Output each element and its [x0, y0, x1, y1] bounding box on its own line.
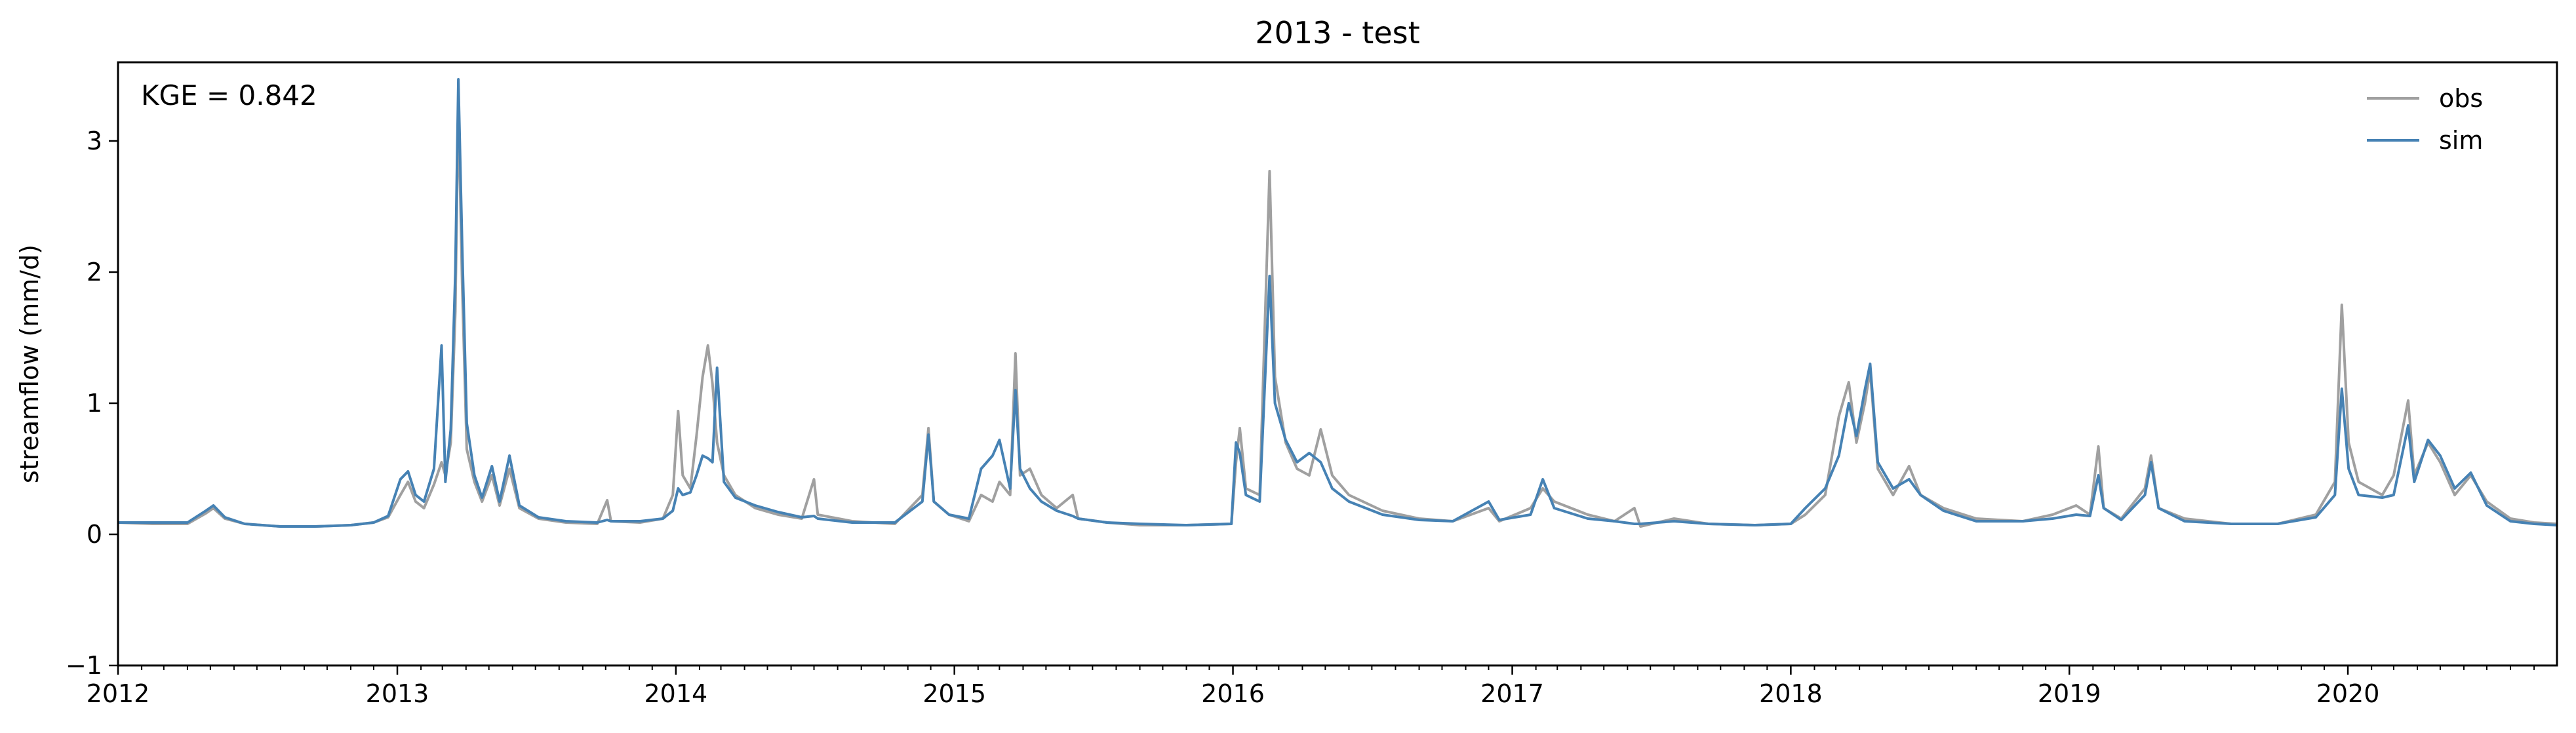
y-tick-label: 2	[87, 258, 102, 287]
plot-area	[117, 61, 2558, 667]
x-tick-label: 2012	[87, 679, 150, 708]
legend: obs sim	[2367, 84, 2483, 155]
x-tick-label: 2019	[2038, 679, 2101, 708]
y-axis: −1 0 1 2 3	[66, 127, 118, 680]
legend-label-sim: sim	[2439, 126, 2483, 155]
y-tick-label: 0	[87, 520, 102, 549]
x-tick-label: 2017	[1480, 679, 1544, 708]
legend-label-obs: obs	[2439, 84, 2483, 113]
y-tick-label: 1	[87, 389, 102, 418]
x-tick-label: 2015	[922, 679, 986, 708]
x-tick-label: 2013	[366, 679, 429, 708]
y-tick-label: 3	[87, 127, 102, 155]
x-tick-label: 2018	[1759, 679, 1823, 708]
chart-title: 2013 - test	[1255, 15, 1419, 50]
y-tick-label: −1	[66, 651, 102, 680]
series-line-sim	[118, 78, 2557, 528]
x-axis: 2012 2013 2014 2015 2016 2017 2018 2019 2020	[87, 665, 2535, 708]
x-tick-label: 2014	[644, 679, 707, 708]
series-layer	[118, 78, 2557, 528]
plot-frame	[117, 61, 2558, 667]
y-axis-title: streamflow (mm/d)	[15, 245, 44, 483]
kge-annotation: KGE = 0.842	[141, 79, 317, 111]
x-tick-label: 2016	[1201, 679, 1265, 708]
x-tick-label: 2020	[2316, 679, 2380, 708]
